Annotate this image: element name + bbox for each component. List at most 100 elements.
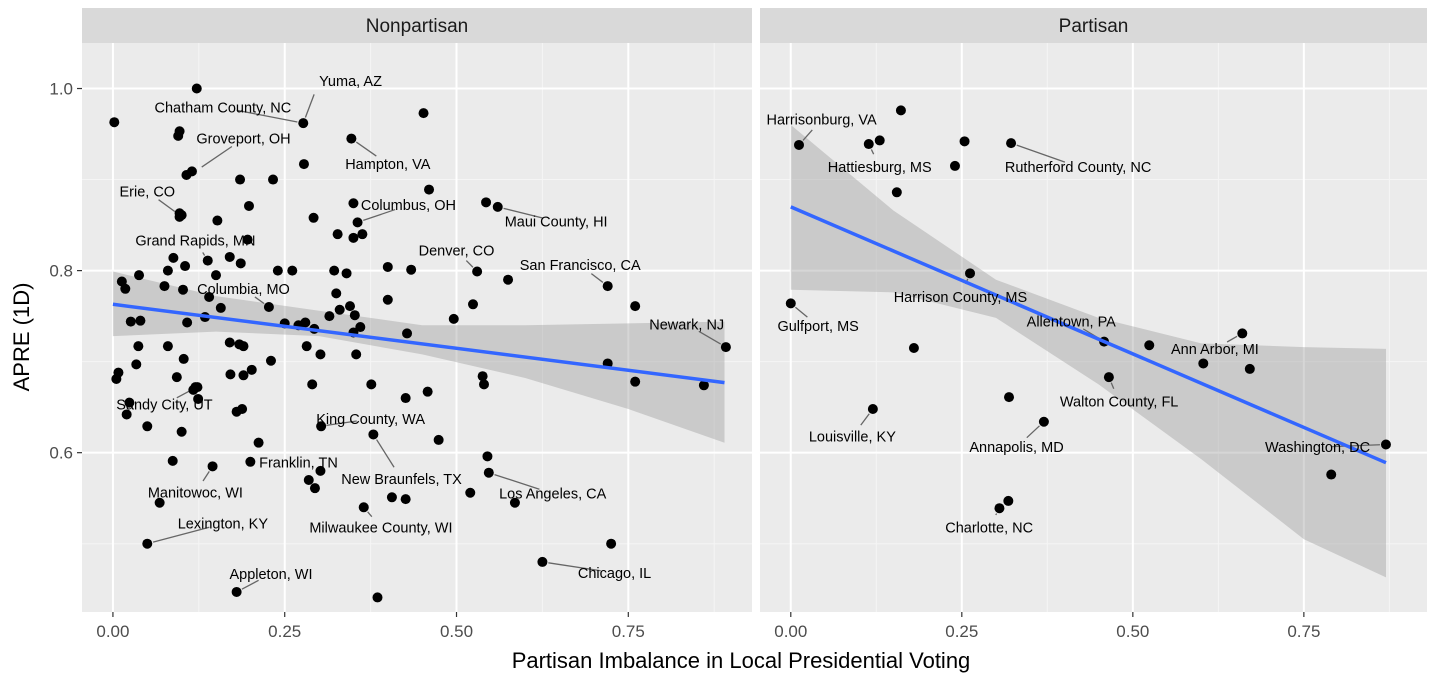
panel-background <box>82 43 752 612</box>
data-point <box>366 379 377 390</box>
label-leader-line <box>1110 382 1115 390</box>
data-point <box>1006 138 1017 149</box>
data-point <box>202 255 213 266</box>
data-point <box>124 397 135 408</box>
data-point <box>1103 372 1114 383</box>
y-axis-title: APRE (1D) <box>9 283 34 392</box>
x-tick-label: 0.75 <box>1287 622 1320 641</box>
panel-nonpartisan: Nonpartisan Yuma, AZ Chatham County, NC Gro… <box>49 8 752 641</box>
point-label: Grand Rapids, MN <box>135 234 255 250</box>
data-point <box>309 483 320 494</box>
point-label: Groveport, OH <box>196 132 290 148</box>
data-point <box>402 328 413 339</box>
point-label: San Francisco, CA <box>520 258 641 274</box>
data-point <box>113 367 124 378</box>
data-point <box>204 292 215 303</box>
data-point <box>159 281 170 292</box>
data-point <box>329 265 340 276</box>
data-point <box>235 174 246 185</box>
panel-background <box>760 43 1427 612</box>
data-point <box>959 136 970 147</box>
data-point <box>134 270 145 281</box>
data-point <box>793 139 804 150</box>
data-point <box>298 118 309 129</box>
data-point <box>182 317 193 328</box>
regression-line <box>112 302 725 385</box>
data-point <box>785 298 796 309</box>
label-leader-line <box>1026 425 1040 439</box>
y-tick-label: 0.8 <box>49 262 73 281</box>
point-label: Rutherford County, NC <box>1005 160 1151 176</box>
point-label: Columbia, MO <box>197 282 290 298</box>
point-label: Gulfport, MS <box>777 319 858 335</box>
data-point <box>246 364 257 375</box>
data-point <box>479 379 489 390</box>
data-point <box>1004 392 1015 403</box>
data-point <box>994 503 1005 514</box>
confidence-ribbon <box>790 124 1386 578</box>
data-point <box>268 174 279 185</box>
point-label: Chicago, IL <box>578 566 651 582</box>
data-point <box>422 386 433 397</box>
data-point <box>265 355 276 366</box>
label-leader-line <box>304 94 315 118</box>
label-leader-line <box>254 296 265 305</box>
data-point <box>349 310 360 321</box>
data-point <box>908 342 919 353</box>
facet-strip-label: Nonpartisan <box>366 16 468 37</box>
data-point <box>315 349 326 360</box>
data-point <box>167 455 178 466</box>
data-point <box>192 382 203 393</box>
data-point <box>224 337 235 348</box>
data-point <box>509 497 520 508</box>
data-point <box>253 437 264 448</box>
data-point <box>193 393 204 404</box>
label-leader-line <box>802 129 813 141</box>
data-point <box>308 212 319 223</box>
data-point <box>301 341 312 352</box>
data-point <box>1244 363 1255 374</box>
data-point <box>307 379 318 390</box>
data-point <box>1237 328 1248 339</box>
data-point <box>176 426 187 437</box>
point-label: Washington, DC <box>1265 440 1370 456</box>
data-point <box>382 261 393 272</box>
label-leader-line <box>367 511 373 518</box>
point-label: Louisville, KY <box>809 429 896 445</box>
label-leader-line <box>355 141 377 157</box>
facet-strip-label: Partisan <box>1059 16 1129 37</box>
x-tick-label: 0.25 <box>945 622 978 641</box>
data-point <box>211 270 221 281</box>
point-label: Harrisonburg, VA <box>766 112 876 128</box>
data-point <box>168 252 179 263</box>
data-point <box>481 197 492 208</box>
point-label: Erie, CO <box>119 184 175 200</box>
point-label: Denver, CO <box>419 244 495 260</box>
facet-strip <box>760 8 1427 43</box>
label-leader-line <box>794 306 808 318</box>
data-point <box>477 371 488 382</box>
data-point <box>406 264 417 275</box>
point-label: Hampton, VA <box>345 157 430 173</box>
data-point <box>433 434 444 445</box>
data-point <box>418 108 429 119</box>
data-point <box>965 268 976 279</box>
label-leader-line <box>236 109 298 123</box>
label-leader-line <box>202 252 206 256</box>
data-point <box>263 302 274 313</box>
data-point <box>334 304 345 315</box>
point-label: Franklin, TN <box>259 456 338 472</box>
point-label: Ann Arbor, MI <box>1171 342 1259 358</box>
data-point <box>242 234 253 245</box>
data-point <box>874 135 885 146</box>
data-point <box>315 465 326 476</box>
label-leader-line <box>995 513 998 516</box>
data-point <box>345 301 355 312</box>
data-point <box>142 538 153 549</box>
label-leader-line <box>860 413 870 426</box>
label-leader-line <box>590 273 604 283</box>
x-tick-label: 0.00 <box>774 622 807 641</box>
data-point <box>348 198 359 209</box>
data-point <box>1326 469 1337 480</box>
